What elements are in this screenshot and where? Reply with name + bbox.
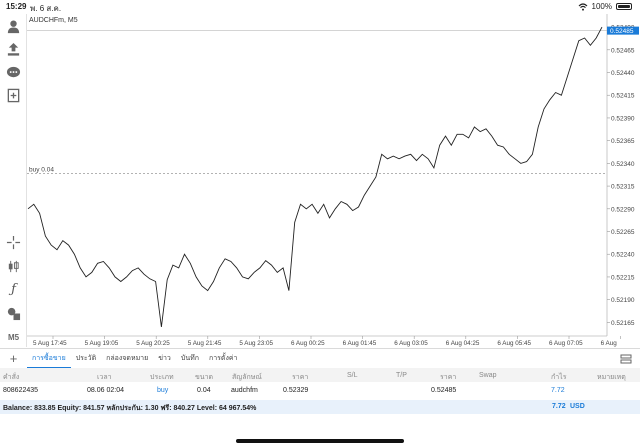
trade-table-header: คำสั่ง เวลา ประเภท ขนาด สัญลักษณ์ ราคา S… <box>0 368 640 382</box>
col-price: ราคา <box>292 374 309 381</box>
col-swap: Swap <box>479 372 497 379</box>
tab-history[interactable]: ประวัติ <box>75 354 97 362</box>
tab-journal[interactable]: บันทึก <box>180 354 199 362</box>
trade-icon[interactable] <box>5 41 22 58</box>
battery-icon <box>616 3 632 10</box>
terminal-settings-icon[interactable] <box>620 353 632 365</box>
x-tick-label: 6 Aug 04:25 <box>446 340 480 347</box>
crosshair-icon[interactable] <box>5 234 22 251</box>
row-time: 08.06 02:04 <box>87 387 124 394</box>
col-tp: T/P <box>396 372 407 379</box>
price-chart[interactable]: AUDCHFm, M5 0.524900.524650.524400.52415… <box>27 14 640 348</box>
status-bar: 15:29 พ. 6 ส.ค. 100% <box>0 0 640 14</box>
battery-percent: 100% <box>591 2 612 11</box>
tab-mailbox[interactable]: กล่องจดหมาย <box>106 354 149 362</box>
col-sl: S/L <box>347 372 358 379</box>
y-tick-label: 0.52265 <box>611 229 635 236</box>
y-tick-label: 0.52415 <box>611 93 635 100</box>
status-right: 100% <box>578 2 632 11</box>
row-profit: 7.72 <box>551 387 565 394</box>
chart-symbol-label: AUDCHFm, M5 <box>29 17 78 24</box>
y-tick-label: 0.52240 <box>611 252 635 259</box>
bid-price-label: 0.52485 <box>610 28 634 35</box>
x-tick-label: 6 Aug 05:45 <box>497 340 531 347</box>
x-tick-label: 6 Aug 07:05 <box>549 340 583 347</box>
row-price: 0.52329 <box>283 387 309 394</box>
wifi-icon <box>578 2 587 11</box>
x-tick-label: 5 Aug 19:05 <box>85 340 119 347</box>
col-type: ประเภท <box>150 374 174 381</box>
terminal-tabs: + การซื้อขาย ประวัติ กล่องจดหมาย ข่าว บั… <box>0 348 640 369</box>
balance-summary: Balance: 833.85 Equity: 841.57 หลักประกั… <box>3 405 257 412</box>
x-tick-label: 5 Aug 17:45 <box>33 340 67 347</box>
status-date: พ. 6 ส.ค. <box>30 4 62 13</box>
y-tick-label: 0.52465 <box>611 47 635 54</box>
y-tick-label: 0.52290 <box>611 206 635 213</box>
tab-settings[interactable]: การตั้งค่า <box>208 354 238 362</box>
y-tick-label: 0.52390 <box>611 115 635 122</box>
objects-icon[interactable] <box>5 305 22 322</box>
col-comment: หมายเหตุ <box>597 374 626 381</box>
col-cur-price: ราคา <box>440 374 457 381</box>
col-time: เวลา <box>97 374 112 381</box>
x-tick-label: 6 Aug 00:25 <box>291 340 325 347</box>
tab-trade[interactable]: การซื้อขาย <box>27 349 71 369</box>
row-current-price: 0.52485 <box>431 387 457 394</box>
add-icon[interactable]: + <box>9 351 18 366</box>
x-tick-label: 5 Aug 21:45 <box>188 340 222 347</box>
row-order: 808622435 <box>3 387 39 394</box>
row-symbol: audchfm <box>231 387 258 394</box>
balance-bar: Balance: 833.85 Equity: 841.57 หลักประกั… <box>0 400 640 414</box>
x-tick-label: 5 Aug 20:25 <box>136 340 170 347</box>
y-tick-label: 0.52165 <box>611 320 635 327</box>
chat-icon[interactable] <box>5 64 22 81</box>
tab-news[interactable]: ข่าว <box>158 354 171 362</box>
x-tick-label: 6 Aug 01:45 <box>343 340 377 347</box>
price-line <box>27 26 603 327</box>
account-icon[interactable] <box>5 18 22 35</box>
candles-icon[interactable] <box>5 258 22 275</box>
x-tick-label: 5 Aug 23:05 <box>239 340 273 347</box>
home-indicator <box>236 439 404 443</box>
y-tick-label: 0.52315 <box>611 184 635 191</box>
col-symbol: สัญลักษณ์ <box>232 374 262 381</box>
total-profit: 7.72 <box>552 403 566 410</box>
col-order: คำสั่ง <box>3 374 20 381</box>
buy-level-label: buy 0.04 <box>29 166 54 173</box>
new-order-icon[interactable] <box>5 87 22 104</box>
account-currency: USD <box>570 403 585 410</box>
x-tick-label: 6 Aug <box>601 340 618 347</box>
bid-price-marker <box>607 26 639 35</box>
row-size: 0.04 <box>197 387 211 394</box>
y-tick-label: 0.52340 <box>611 161 635 168</box>
col-size: ขนาด <box>195 374 214 381</box>
timeframe-button[interactable]: M5 <box>7 333 20 342</box>
y-tick-label: 0.52365 <box>611 138 635 145</box>
status-time: 15:29 <box>6 2 27 11</box>
y-tick-label: 0.52190 <box>611 297 635 304</box>
col-profit: กำไร <box>551 374 567 381</box>
row-type: buy <box>157 387 169 394</box>
x-tick-label: 6 Aug 03:05 <box>394 340 428 347</box>
y-tick-label: 0.52215 <box>611 274 635 281</box>
table-row[interactable]: 808622435 08.06 02:04 buy 0.04 audchfm 0… <box>0 383 640 399</box>
y-tick-label: 0.52440 <box>611 70 635 77</box>
indicators-icon[interactable]: ƒ <box>11 282 16 297</box>
left-toolbar: ƒ M5 <box>0 14 27 347</box>
